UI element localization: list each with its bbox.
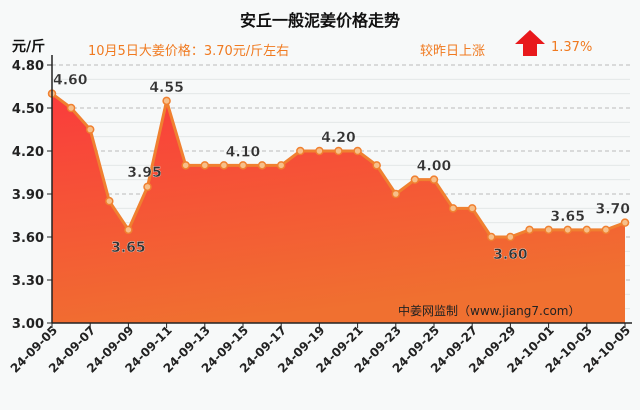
data-point-24-10-02 [563, 225, 572, 235]
y-tick-label: 3.30 [12, 274, 44, 289]
data-point-24-09-09 [124, 225, 133, 235]
arrow-up-icon [515, 30, 545, 56]
data-point-24-10-04 [601, 225, 611, 235]
data-label: 3.65 [550, 209, 585, 225]
data-label: 3.95 [127, 165, 162, 181]
y-tick-label: 3.00 [12, 317, 44, 332]
data-point-24-09-12 [181, 161, 190, 170]
data-point-24-09-21 [353, 146, 362, 156]
chart-title: 安丘一般泥姜价格走势 [239, 11, 400, 30]
data-point-24-09-26 [448, 204, 458, 213]
data-point-24-09-16 [257, 161, 267, 170]
data-point-24-09-06 [66, 103, 76, 113]
compare-label: 较昨日上涨 [420, 44, 486, 59]
price-summary: 10月5日大姜价格：3.70元/斤左右 [88, 44, 290, 59]
data-point-24-09-19 [315, 146, 324, 156]
data-point-24-09-22 [372, 161, 381, 170]
data-label: 4.00 [417, 159, 452, 175]
data-point-24-09-17 [276, 161, 286, 170]
y-tick-label: 4.80 [12, 59, 44, 74]
data-label: 3.65 [111, 240, 146, 256]
data-point-24-09-20 [334, 146, 343, 156]
data-point-24-09-25 [429, 175, 439, 184]
data-point-24-10-05 [620, 218, 630, 227]
data-point-24-09-28 [487, 232, 496, 242]
data-point-24-10-03 [582, 225, 592, 235]
data-point-24-09-07 [85, 125, 95, 134]
data-point-24-09-27 [467, 204, 477, 213]
data-label: 3.70 [595, 202, 630, 218]
data-label: 4.60 [53, 73, 88, 89]
data-point-24-09-23 [391, 189, 401, 199]
change-percent: 1.37% [551, 40, 593, 55]
y-tick-label: 4.20 [12, 145, 44, 160]
source-credit: 中姜网监制（www.jiang7.com） [398, 304, 581, 318]
data-point-24-09-14 [219, 161, 229, 170]
data-label: 4.10 [226, 144, 261, 160]
data-point-24-09-15 [238, 161, 248, 170]
data-label: 3.60 [493, 247, 528, 263]
data-label: 4.20 [321, 130, 356, 146]
data-point-24-09-18 [296, 146, 305, 156]
y-axis-unit: 元/斤 [12, 39, 46, 55]
data-point-24-09-30 [525, 225, 534, 235]
y-tick-label: 3.60 [12, 231, 44, 246]
data-point-24-09-10 [143, 182, 152, 192]
y-tick-label: 4.50 [12, 102, 44, 117]
area-fill [52, 93, 625, 324]
data-point-24-09-29 [506, 232, 515, 242]
data-point-24-09-13 [200, 161, 210, 170]
data-label: 4.55 [149, 80, 184, 96]
data-point-24-10-01 [544, 225, 553, 235]
y-tick-label: 3.90 [12, 188, 44, 203]
data-point-24-09-08 [105, 196, 114, 206]
data-point-24-09-11 [162, 96, 171, 106]
data-point-24-09-24 [410, 175, 420, 184]
